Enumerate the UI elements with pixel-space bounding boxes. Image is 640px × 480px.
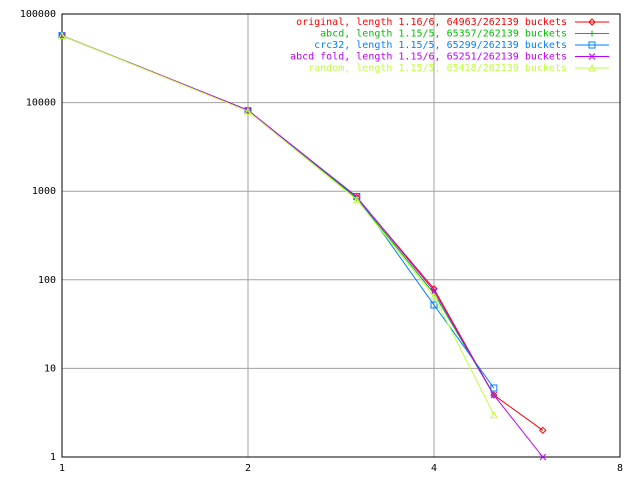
y-tick-label: 1000 [32,186,56,197]
legend-label: crc32, length 1.15/5, 65299/262139 bucke… [314,40,567,51]
x-tick-label: 8 [617,463,623,474]
legend-label: original, length 1.16/6, 64963/262139 bu… [296,17,567,28]
series-line [61,35,544,431]
legend-marker [589,30,595,37]
data-point [490,410,498,419]
plot-border [61,13,621,458]
x-tick-label: 1 [59,463,65,474]
data-point [58,31,66,40]
data-point [539,453,547,461]
y-tick-label: 100 [38,275,56,286]
y-tick-label: 10000 [26,98,56,109]
series-line [61,35,495,396]
legend-label: random, length 1.15/5, 65418/262139 buck… [308,63,567,74]
series-line [61,35,495,415]
data-point [490,391,498,399]
data-point [430,292,438,300]
legend-marker [588,18,596,26]
legend-marker [588,41,596,49]
x-tick-label: 4 [431,463,437,474]
data-point [430,301,438,309]
data-point [430,287,438,295]
legend-label: abcd, length 1.15/5, 65357/262139 bucket… [320,29,567,40]
legend-marker [588,53,596,60]
legend-label: abcd fold, length 1.15/6, 65251/262139 b… [290,52,567,63]
data-point [352,195,361,204]
data-point [244,107,252,115]
data-point [539,426,547,435]
series-line [61,35,544,458]
legend-marker [588,63,596,72]
x-tick-label: 2 [245,463,251,474]
series-line [61,35,495,389]
y-tick-label: 100000 [20,9,56,20]
y-tick-label: 10 [44,363,56,374]
y-tick-label: 1 [50,452,56,463]
